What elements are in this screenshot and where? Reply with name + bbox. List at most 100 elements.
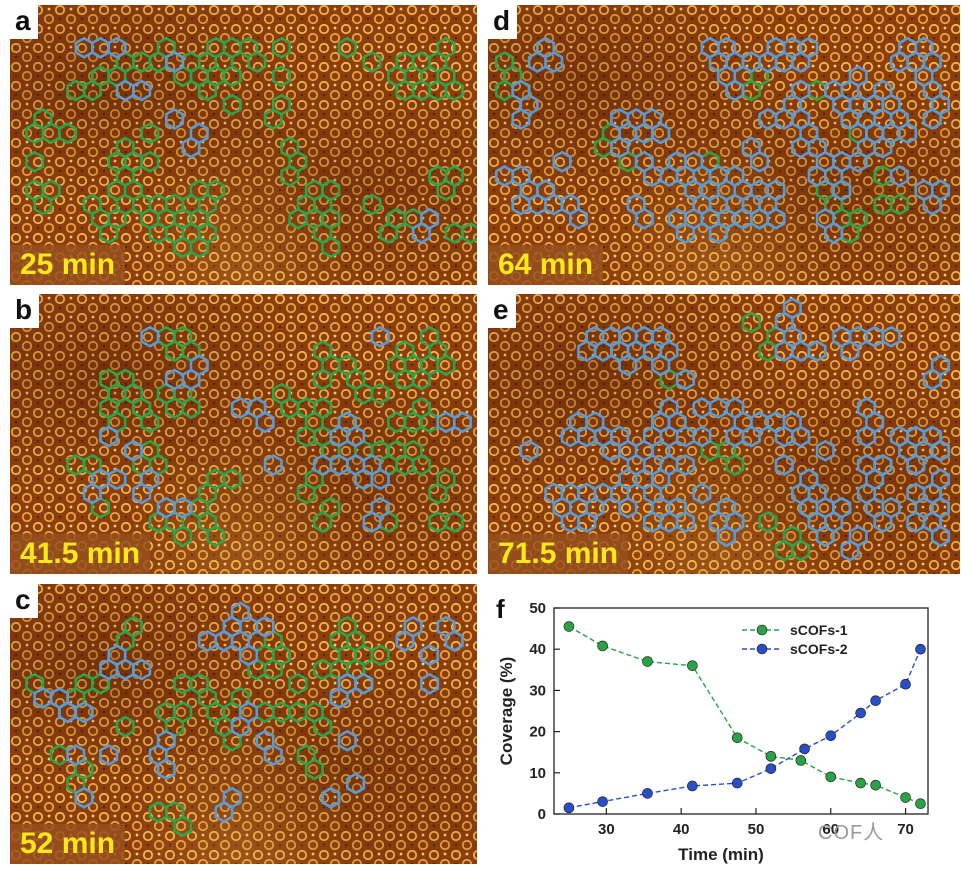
panel-letter-f: f <box>496 594 505 624</box>
hexagon-mark <box>931 179 950 202</box>
stm-panel-d: d 64 min <box>488 5 960 285</box>
hexagon-mark <box>815 207 835 230</box>
data-point-sCOFs-1 <box>687 660 698 671</box>
hexagon-mark <box>99 425 119 448</box>
hexagon-mark <box>725 193 745 216</box>
legend-label: sCOFs-2 <box>790 641 848 657</box>
hexagon-mark <box>115 193 135 216</box>
hexagon-mark <box>791 50 811 73</box>
hexagon-mark <box>140 122 160 145</box>
hexagon-mark <box>420 325 440 348</box>
hexagon-mark <box>239 36 259 59</box>
hexagon-mark <box>659 453 679 476</box>
hexagon-mark <box>272 644 291 667</box>
hexagon-mark <box>378 221 398 244</box>
hexagon-mark <box>725 453 745 476</box>
hexagon-mark <box>444 629 464 652</box>
hexagon-mark <box>560 425 580 448</box>
hexagon-mark <box>255 701 275 724</box>
hexagon-mark <box>758 339 778 362</box>
hexagon-mark <box>889 50 909 73</box>
hexagon-mark <box>346 425 366 448</box>
hexagon-mark <box>329 453 349 476</box>
hexagon-mark <box>906 453 926 476</box>
hexagon-mark <box>206 468 226 491</box>
hexagon-mark <box>807 79 827 102</box>
stm-panel-b: b 41.5 min <box>10 294 477 574</box>
data-point-sCOFs-2 <box>855 707 866 719</box>
hexagon-mark <box>370 644 390 667</box>
hexagon-mark <box>272 701 291 724</box>
data-point-sCOFs-1 <box>563 621 575 632</box>
hexagon-overlay <box>66 325 472 548</box>
hexagon-mark <box>436 411 456 434</box>
hexagon-mark <box>873 164 893 187</box>
hexagon-mark <box>165 50 185 73</box>
hexagon-mark <box>173 525 193 548</box>
hexagon-mark <box>197 50 217 73</box>
hexagon-mark <box>774 453 794 476</box>
hexagon-mark <box>560 510 580 533</box>
hexagon-mark <box>230 396 250 419</box>
hexagon-mark <box>741 311 761 334</box>
hexagon-mark <box>931 354 950 377</box>
hexagon-mark <box>230 715 250 738</box>
data-point-sCOFs-1 <box>597 640 608 652</box>
stm-texture <box>10 5 477 285</box>
y-tick-label: 40 <box>529 641 546 658</box>
y-axis-label: Coverage (%) <box>497 657 516 766</box>
hexagon-mark <box>618 439 638 462</box>
hexagon-mark <box>840 539 860 562</box>
hexagon-overlay <box>519 297 950 562</box>
hexagon-mark <box>140 207 160 230</box>
hexagon-mark <box>856 453 876 476</box>
hexagon-mark <box>313 715 333 738</box>
hexagon-mark <box>444 510 464 533</box>
hexagon-mark <box>832 496 852 519</box>
hexagon-mark <box>527 50 547 73</box>
hexagon-mark <box>725 425 745 448</box>
hexagon-mark <box>420 672 440 695</box>
x-tick-label: 50 <box>748 821 765 838</box>
hexagon-mark <box>848 150 868 173</box>
hexagon-mark <box>370 382 390 405</box>
hexagon-mark <box>758 107 778 130</box>
hexagon-mark <box>304 179 324 202</box>
hexagon-mark <box>881 325 901 348</box>
hexagon-mark <box>387 411 407 434</box>
hexagon-mark <box>626 107 646 130</box>
time-label-c: 52 min <box>10 824 126 864</box>
hexagon-mark <box>197 221 217 244</box>
hexagon-mark <box>873 453 893 476</box>
hexagon-mark <box>659 164 679 187</box>
hexagon-mark <box>898 122 918 145</box>
watermark-text: COF人 <box>818 822 885 844</box>
hexagon-mark <box>873 79 893 102</box>
hexagon-mark <box>140 325 160 348</box>
hexagon-mark <box>815 439 835 462</box>
hexagon-mark <box>634 207 654 230</box>
hexagon-mark <box>91 36 110 59</box>
hexagon-mark <box>931 525 950 548</box>
hexagon-mark <box>403 411 423 434</box>
panel-letter-b: b <box>10 294 40 328</box>
hexagon-mark <box>873 193 893 216</box>
hexagon-mark <box>914 496 934 519</box>
hexagon-mark <box>321 236 341 259</box>
hexagon-mark <box>552 150 572 173</box>
hexagon-mark <box>444 221 464 244</box>
data-point-sCOFs-2 <box>642 788 653 799</box>
x-tick-label: 40 <box>673 821 690 838</box>
hexagon-mark <box>577 510 597 533</box>
hexagon-mark <box>362 193 382 216</box>
hexagon-mark <box>321 179 341 202</box>
hexagon-mark <box>717 36 737 59</box>
hexagon-mark <box>585 325 605 348</box>
hexagon-mark <box>206 525 226 548</box>
hexagon-mark <box>354 468 374 491</box>
hexagon-mark <box>99 658 119 681</box>
hexagon-mark <box>222 468 242 491</box>
legend-marker <box>756 624 768 636</box>
hexagon-mark <box>494 164 514 187</box>
hexagon-mark <box>156 729 176 752</box>
